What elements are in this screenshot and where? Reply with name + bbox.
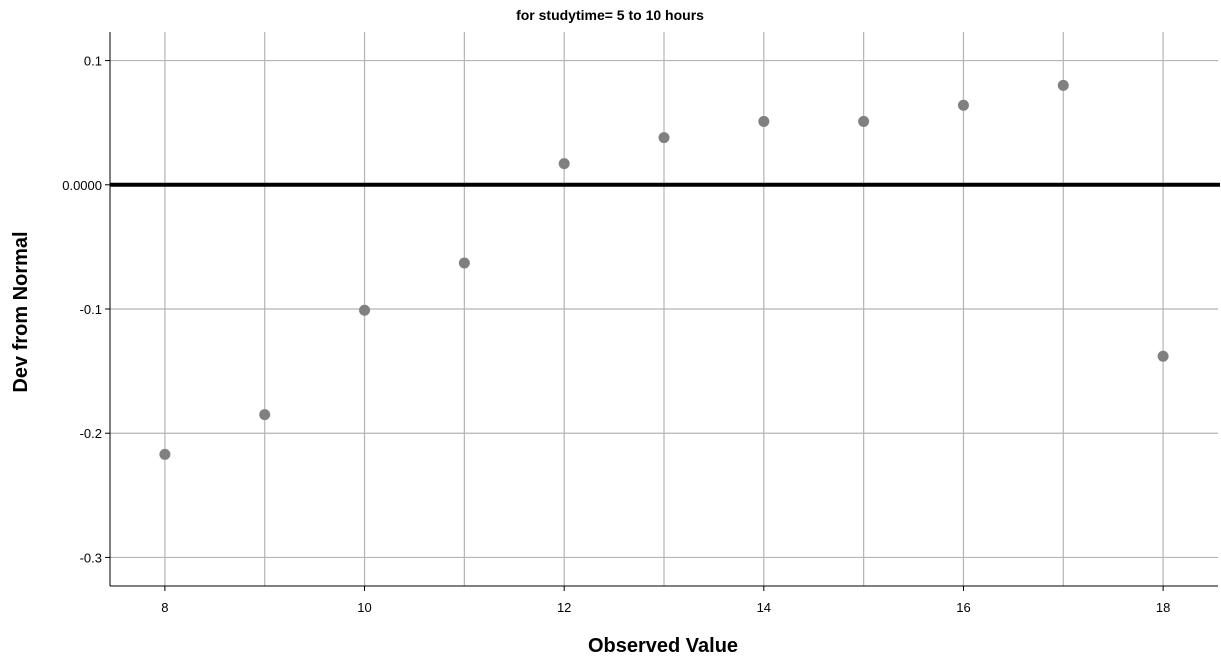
chart-title: for studytime= 5 to 10 hours — [516, 7, 704, 23]
x-tick-label-5: 18 — [1156, 600, 1170, 615]
x-tick-label-0: 8 — [161, 600, 168, 615]
y-tick-label-2: -0.1 — [80, 302, 102, 317]
data-point-6 — [758, 115, 770, 127]
data-point-2 — [359, 304, 371, 316]
data-point-8 — [957, 99, 969, 111]
data-point-10 — [1157, 350, 1169, 362]
data-point-4 — [558, 158, 570, 170]
x-tick-label-2: 12 — [557, 600, 571, 615]
gridlines — [110, 32, 1218, 586]
y-tick-label-1: 0.0000 — [62, 178, 102, 193]
tick-labels: 8 10 12 14 16 18 0.1 0.0000 -0.1 -0.2 -0.3 — [62, 54, 1170, 615]
data-point-0 — [159, 448, 171, 460]
axes — [105, 32, 1218, 591]
x-tick-label-4: 16 — [956, 600, 970, 615]
y-tick-label-0: 0.1 — [84, 54, 102, 69]
y-axis-title: Dev from Normal — [10, 231, 32, 392]
x-tick-label-3: 14 — [757, 600, 771, 615]
data-point-1 — [259, 409, 271, 421]
data-point-3 — [458, 257, 470, 269]
y-tick-label-4: -0.3 — [80, 550, 102, 565]
data-point-7 — [858, 115, 870, 127]
x-axis-title: Observed Value — [588, 635, 738, 657]
x-tick-label-1: 10 — [357, 600, 371, 615]
data-point-9 — [1057, 79, 1069, 91]
y-tick-label-3: -0.2 — [80, 426, 102, 441]
data-points — [159, 79, 1169, 460]
data-point-5 — [658, 132, 670, 144]
